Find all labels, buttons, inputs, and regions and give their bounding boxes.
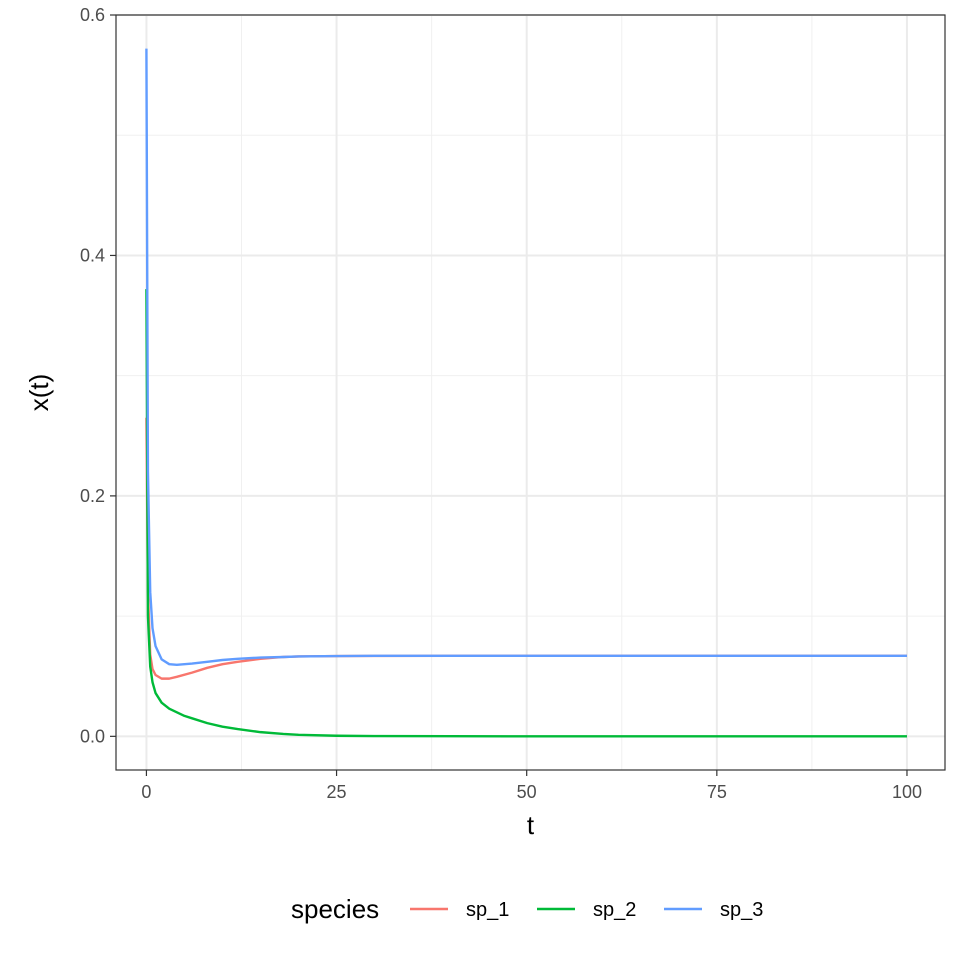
- legend-label-sp_3: sp_3: [720, 899, 763, 921]
- x-tick-label: 0: [141, 782, 151, 802]
- y-tick-label: 0.4: [80, 245, 105, 265]
- axis-ticks: [110, 14, 908, 776]
- legend-title: species: [291, 894, 379, 924]
- legend-label-sp_1: sp_1: [466, 899, 509, 921]
- axis-tick-labels: 0 25 50 75 100 0.0 0.2 0.4 0.6: [80, 5, 922, 802]
- minor-gridlines: [116, 15, 945, 770]
- x-tick-label: 75: [707, 782, 727, 802]
- series-line-sp_3: [145, 48, 907, 666]
- x-axis-title: t: [527, 810, 535, 840]
- legend-items: sp_1 sp_2 sp_3: [410, 899, 763, 921]
- x-tick-label: 25: [327, 782, 347, 802]
- series-line-sp_2: [145, 289, 907, 738]
- x-tick-label: 50: [517, 782, 537, 802]
- y-axis-title: x(t): [24, 374, 54, 412]
- legend: species sp_1 sp_2 sp_3: [291, 894, 763, 924]
- x-tick-label: 100: [892, 782, 922, 802]
- y-tick-label: 0.2: [80, 486, 105, 506]
- y-tick-label: 0.6: [80, 5, 105, 25]
- y-tick-label: 0.0: [80, 726, 105, 746]
- series-layer: [145, 48, 907, 738]
- plot-panel-border: [115, 14, 946, 771]
- legend-label-sp_2: sp_2: [593, 899, 636, 921]
